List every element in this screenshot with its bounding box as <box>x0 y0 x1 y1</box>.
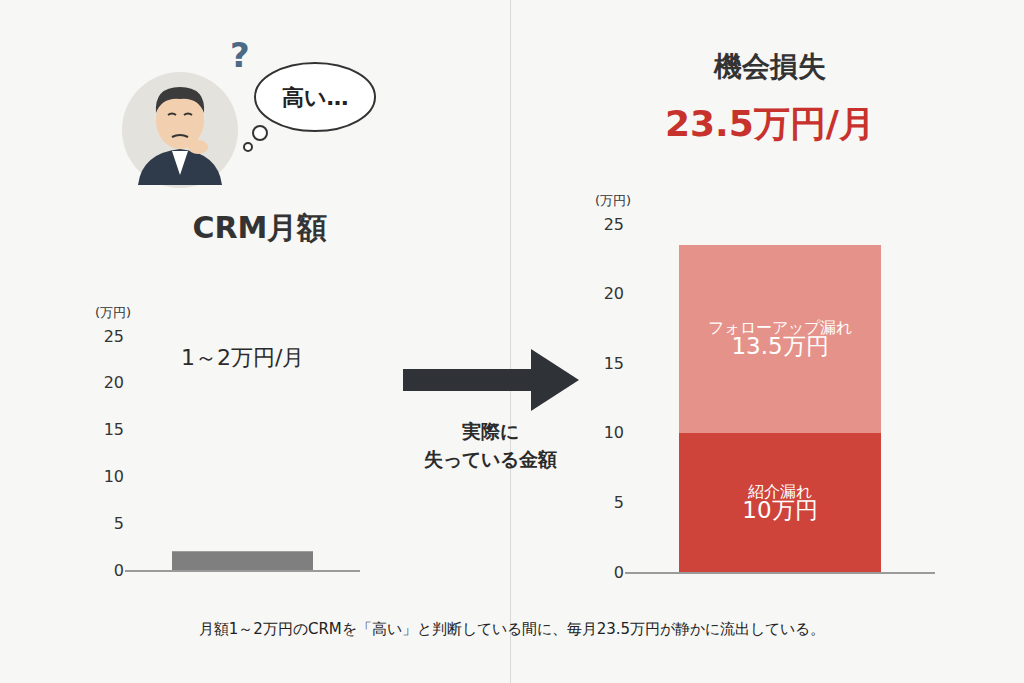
svg-text:20: 20 <box>104 373 124 392</box>
svg-text:(万円): (万円) <box>595 193 631 208</box>
svg-text:10: 10 <box>104 467 124 486</box>
svg-text:15: 15 <box>604 354 624 373</box>
svg-text:フォローアップ漏れ13.5万円: フォローアップ漏れ13.5万円 <box>708 318 852 359</box>
html-text:23.5万円/月: 23.5万円/月 <box>665 103 875 144</box>
html-text:実際に 失っている金額: 実際に 失っている金額 <box>423 420 557 470</box>
svg-text:15: 15 <box>104 420 124 439</box>
html-text:CRM月額: CRM月額 <box>192 210 328 245</box>
svg-text:紹介漏れ10万円: 紹介漏れ10万円 <box>742 482 817 523</box>
html-text:機会損失: 機会損失 <box>714 50 826 83</box>
svg-text:25: 25 <box>604 215 624 234</box>
svg-text:10: 10 <box>604 423 624 442</box>
svg-text:高い…: 高い… <box>282 85 349 110</box>
svg-text:25: 25 <box>104 327 124 346</box>
html-text:月額1～2万円のCRMを「高い」と判断している間に、毎月23: 月額1～2万円のCRMを「高い」と判断している間に、毎月23.5万円が静かに流出… <box>198 620 826 638</box>
svg-text:0: 0 <box>614 563 624 582</box>
svg-text:20: 20 <box>604 284 624 303</box>
svg-text:1～2万円/月: 1～2万円/月 <box>181 345 304 370</box>
svg-text:0: 0 <box>114 561 124 580</box>
svg-text:(万円): (万円) <box>95 305 131 320</box>
svg-text:5: 5 <box>614 493 624 512</box>
svg-text:5: 5 <box>114 514 124 533</box>
svg-text:?: ? <box>230 35 250 75</box>
